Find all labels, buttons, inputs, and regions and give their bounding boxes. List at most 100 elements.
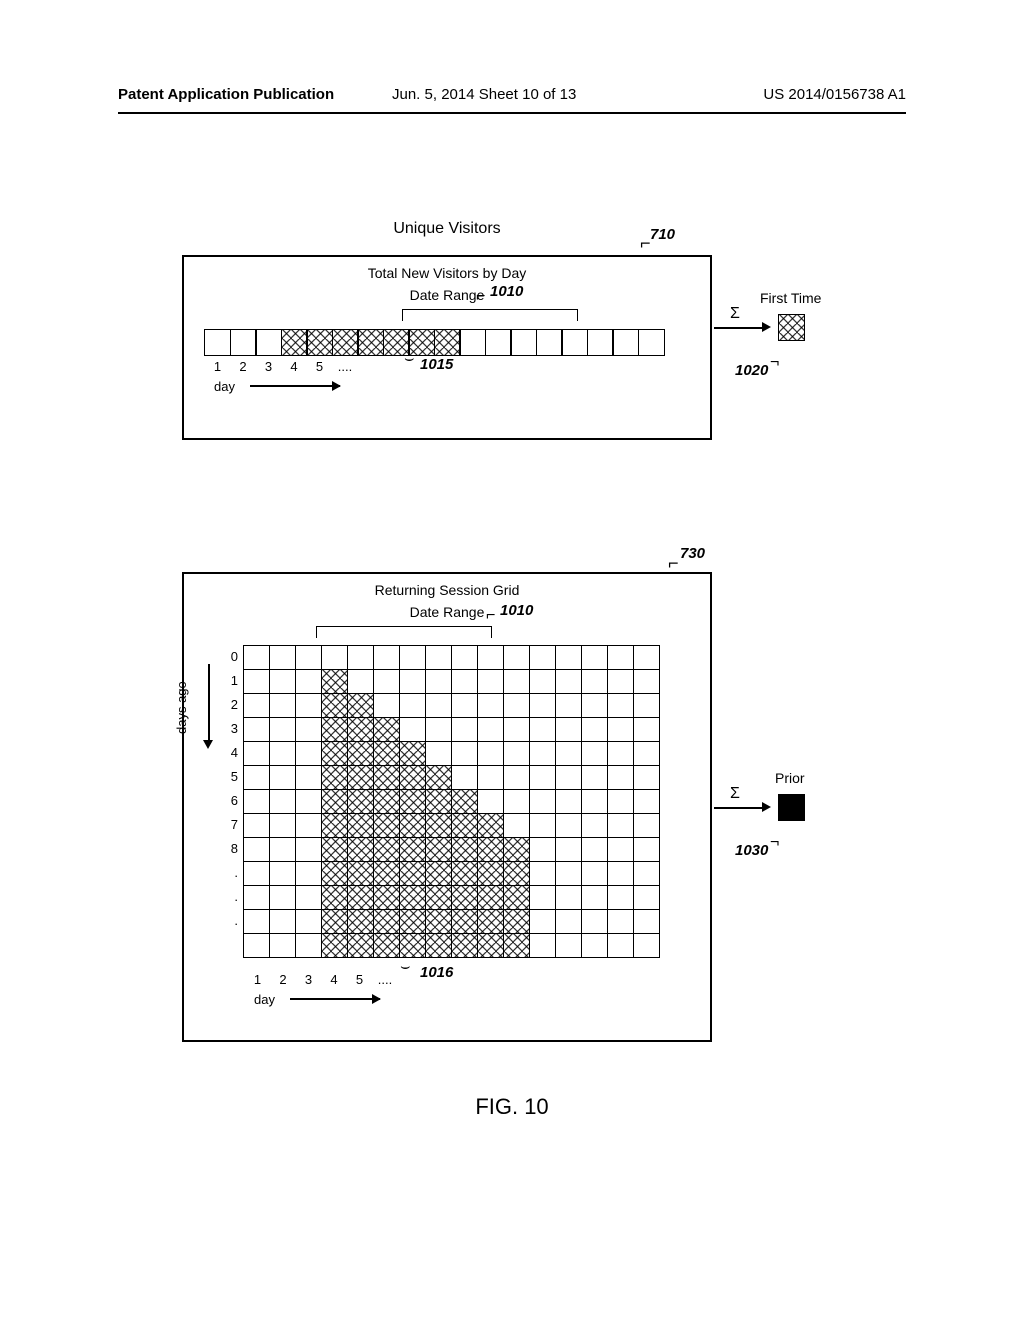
grid-cell: [529, 717, 556, 742]
grid-cell: [269, 789, 296, 814]
grid-cell: [555, 693, 582, 718]
grid-cell: [529, 765, 556, 790]
panel2-grid: [244, 646, 660, 958]
ref-710: 710: [650, 226, 675, 243]
grid-cell: [607, 693, 634, 718]
grid-cell: [477, 789, 504, 814]
panel1-box: Total New Visitors by Day Date Range 123…: [182, 255, 712, 440]
xlabel: 4: [321, 972, 348, 987]
ref-hook-icon: ⌐: [770, 354, 779, 372]
grid-cell: [321, 933, 348, 958]
grid-cell: [633, 909, 660, 934]
grid-cell: [451, 837, 478, 862]
grid-cell: [425, 669, 452, 694]
grid-cell: [399, 717, 426, 742]
grid-cell: [451, 717, 478, 742]
ref-hook-icon: ⌐: [770, 834, 779, 852]
grid-cell: [425, 909, 452, 934]
grid-cell: [321, 837, 348, 862]
grid-cell: [451, 813, 478, 838]
grid-cell: [451, 861, 478, 886]
grid-cell: [561, 329, 588, 356]
grid-cell: [347, 909, 374, 934]
grid-cell: [581, 645, 608, 670]
header-left: Patent Application Publication: [118, 86, 334, 103]
grid-row: [244, 670, 660, 694]
grid-cell: [555, 645, 582, 670]
grid-cell: [633, 837, 660, 862]
grid-cell: [399, 645, 426, 670]
ref-1020: 1020: [735, 362, 768, 379]
grid-cell: [321, 693, 348, 718]
grid-cell: [269, 813, 296, 838]
ref-1016: 1016: [420, 964, 453, 981]
grid-cell: [243, 717, 270, 742]
grid-cell: [607, 789, 634, 814]
grid-cell: [243, 669, 270, 694]
grid-cell: [477, 909, 504, 934]
grid-cell: [243, 837, 270, 862]
xlabel: 5: [306, 359, 333, 374]
grid-cell: [204, 329, 231, 356]
grid-cell: [399, 861, 426, 886]
grid-cell: [321, 669, 348, 694]
grid-cell: [399, 669, 426, 694]
grid-cell: [503, 909, 530, 934]
grid-cell: [503, 693, 530, 718]
grid-cell: [451, 933, 478, 958]
grid-cell: [477, 669, 504, 694]
grid-cell: [607, 741, 634, 766]
grid-cell: [555, 909, 582, 934]
grid-cell: [347, 765, 374, 790]
grid-cell: [529, 741, 556, 766]
ref-1030: 1030: [735, 842, 768, 859]
grid-cell: [477, 765, 504, 790]
grid-cell: [373, 813, 400, 838]
grid-cell: [332, 329, 359, 356]
grid-cell: [503, 885, 530, 910]
grid-cell: [321, 861, 348, 886]
grid-cell: [295, 813, 322, 838]
ylabel: 2: [222, 693, 238, 718]
grid-cell: [581, 837, 608, 862]
grid-cell: [477, 933, 504, 958]
grid-cell: [607, 837, 634, 862]
grid-cell: [581, 861, 608, 886]
grid-cell: [477, 861, 504, 886]
grid-cell: [255, 329, 282, 356]
grid-cell: [607, 669, 634, 694]
first-time-box: [778, 314, 805, 341]
grid-cell: [321, 645, 348, 670]
grid-cell: [243, 645, 270, 670]
grid-cell: [503, 669, 530, 694]
grid-cell: [373, 861, 400, 886]
patent-page: Patent Application Publication Jun. 5, 2…: [0, 0, 1024, 1320]
sum-arrow-line: [714, 327, 762, 329]
grid-cell: [425, 693, 452, 718]
grid-cell: [269, 765, 296, 790]
ylabel: 6: [222, 789, 238, 814]
grid-cell: [243, 861, 270, 886]
grid-cell: [607, 813, 634, 838]
ref-730: 730: [680, 545, 705, 562]
header-middle: Jun. 5, 2014 Sheet 10 of 13: [392, 86, 576, 103]
grid-cell: [451, 693, 478, 718]
ref-hook-icon: ⌐: [486, 607, 495, 625]
grid-cell: [347, 837, 374, 862]
grid-cell: [555, 789, 582, 814]
grid-cell: [269, 837, 296, 862]
grid-cell: [295, 933, 322, 958]
grid-cell: [399, 693, 426, 718]
grid-cell: [503, 645, 530, 670]
grid-cell: [503, 717, 530, 742]
grid-cell: [321, 741, 348, 766]
panel2-yaxis-arrow-head-icon: [203, 740, 213, 749]
grid-cell: [503, 765, 530, 790]
ylabel: .: [222, 885, 238, 910]
grid-cell: [269, 645, 296, 670]
panel2-day-arrow: [290, 998, 380, 1000]
grid-cell: [581, 933, 608, 958]
grid-cell: [581, 885, 608, 910]
grid-cell: [399, 765, 426, 790]
grid-cell: [243, 933, 270, 958]
